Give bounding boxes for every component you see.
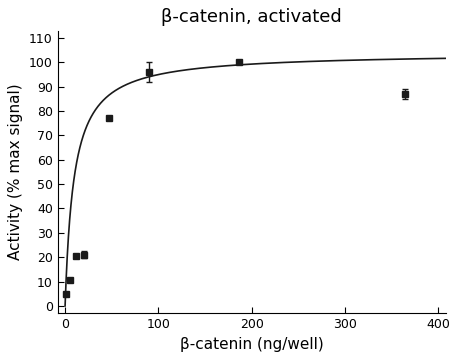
Title: β-catenin, activated: β-catenin, activated	[161, 8, 342, 26]
X-axis label: β-catenin (ng/well): β-catenin (ng/well)	[180, 337, 324, 352]
Y-axis label: Activity (% max signal): Activity (% max signal)	[8, 84, 23, 260]
